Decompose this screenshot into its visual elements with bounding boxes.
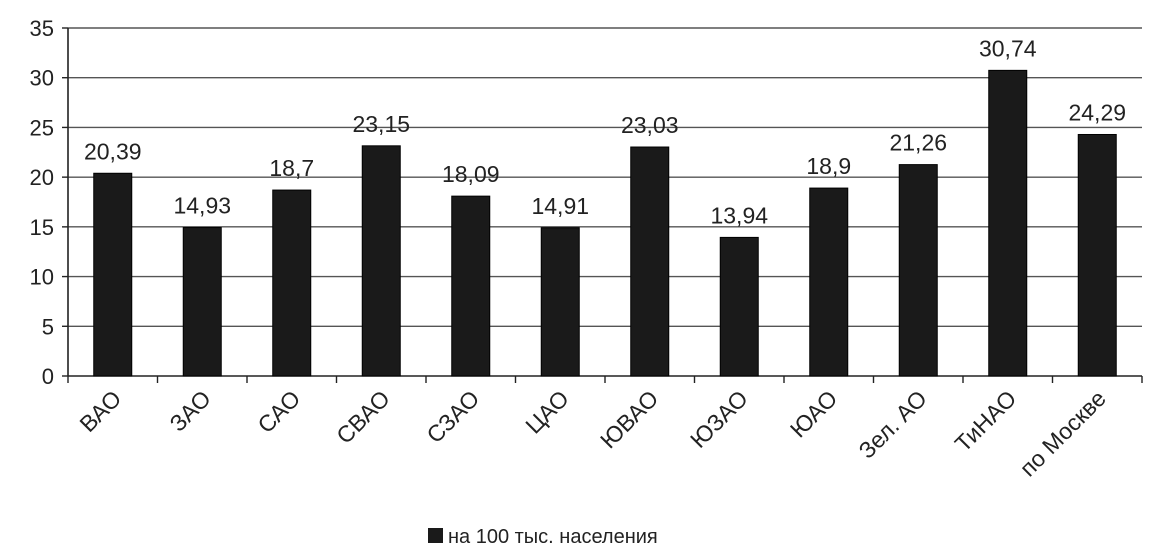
bar bbox=[719, 236, 759, 377]
bar bbox=[451, 195, 491, 377]
data-label: 18,09 bbox=[442, 161, 500, 187]
category-label: СВАО bbox=[331, 385, 395, 449]
data-label: 13,94 bbox=[710, 202, 768, 228]
category-label: Зел. АО bbox=[853, 385, 931, 463]
legend: на 100 тыс. населения bbox=[428, 526, 658, 548]
data-label: 18,9 bbox=[806, 153, 851, 179]
bar bbox=[361, 145, 401, 377]
y-tick-label: 35 bbox=[30, 16, 54, 41]
legend-label: на 100 тыс. населения bbox=[448, 526, 658, 548]
data-label: 14,91 bbox=[531, 193, 589, 219]
data-label: 18,7 bbox=[269, 155, 314, 181]
category-label: ТиНАО bbox=[950, 385, 1022, 457]
axes: 0 5 10 15 20 25 30 35 bbox=[30, 16, 1143, 389]
bars bbox=[93, 69, 1117, 377]
category-label: ЮВАО bbox=[595, 385, 663, 453]
bar bbox=[272, 189, 312, 377]
category-label: СЗАО bbox=[421, 385, 484, 448]
bar bbox=[898, 164, 938, 377]
category-label: ВАО bbox=[74, 385, 126, 437]
bar bbox=[1077, 133, 1117, 377]
category-label: ЮАО bbox=[785, 385, 842, 442]
data-label: 23,03 bbox=[621, 112, 679, 138]
data-label: 30,74 bbox=[979, 35, 1037, 61]
data-labels: 20,39 14,93 18,7 23,15 18,09 14,91 23,03 13,94 1… bbox=[84, 35, 1126, 228]
bar bbox=[988, 69, 1028, 377]
y-tick-label: 20 bbox=[30, 165, 54, 190]
y-tick-label: 0 bbox=[42, 364, 54, 389]
bar bbox=[182, 227, 222, 377]
bar bbox=[809, 187, 849, 377]
category-labels: ВАО ЗАО САО СВАО СЗАО ЦАО ЮВАО ЮЗАО ЮАО Зел. АО Ти… bbox=[74, 385, 1110, 481]
category-label: ЦАО bbox=[520, 385, 574, 439]
category-label: ЗАО bbox=[164, 385, 215, 436]
bar bbox=[540, 227, 580, 377]
y-tick-label: 15 bbox=[30, 215, 54, 240]
data-label: 20,39 bbox=[84, 138, 142, 164]
y-tick-label: 30 bbox=[30, 66, 54, 91]
legend-swatch bbox=[428, 528, 443, 543]
bar bbox=[93, 172, 133, 377]
data-label: 23,15 bbox=[352, 111, 410, 137]
category-label: по Москве bbox=[1014, 385, 1110, 481]
bar bbox=[630, 146, 670, 377]
category-label: ЮЗАО bbox=[685, 385, 753, 453]
y-tick-label: 5 bbox=[42, 314, 54, 339]
data-label: 21,26 bbox=[889, 130, 947, 156]
y-tick-label: 10 bbox=[30, 265, 54, 290]
gridlines bbox=[68, 27, 1142, 327]
category-label: САО bbox=[252, 385, 305, 438]
data-label: 24,29 bbox=[1068, 99, 1126, 125]
data-label: 14,93 bbox=[173, 193, 231, 219]
y-tick-label: 25 bbox=[30, 115, 54, 140]
